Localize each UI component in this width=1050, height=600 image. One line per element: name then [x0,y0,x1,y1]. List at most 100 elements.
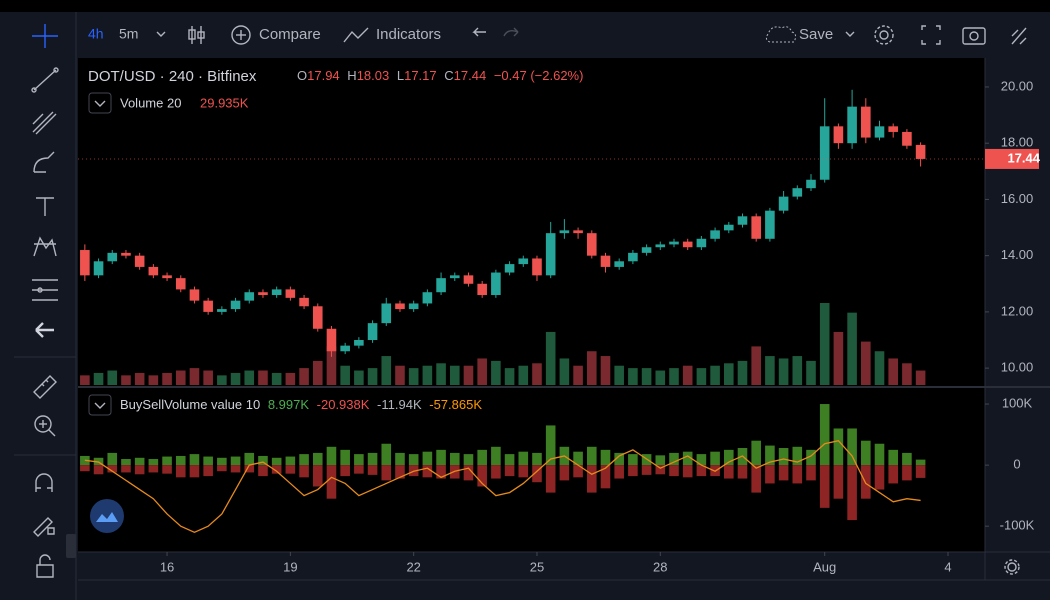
volume-bar [244,465,255,473]
volume-bar [148,465,159,473]
volume-bar [299,368,309,385]
volume-bar [723,465,734,479]
pattern-tool[interactable] [33,236,57,257]
volume-bar [723,449,734,466]
cloud-icon[interactable] [765,26,797,43]
candle-body [107,252,118,262]
volume-bar [271,457,282,466]
dropdown-icon[interactable] [845,31,855,37]
volume-bar [134,372,145,385]
volume-bar [518,365,529,385]
volume-bar [792,356,803,385]
volume-bar [326,346,337,385]
text-tool[interactable] [36,197,54,216]
prediction-tool[interactable] [32,279,58,301]
volume-bar [436,449,446,466]
trendline-tool[interactable] [31,67,59,93]
volume-bar [93,372,104,385]
collapse-icon[interactable] [94,402,106,409]
screenshot-icon[interactable] [962,27,986,45]
zoom-tool[interactable] [34,415,56,437]
volume-bar [463,365,474,385]
candle-body [244,292,255,301]
logo[interactable] [90,499,124,533]
volume-bar [285,456,296,466]
y-tick-label: 14.00 [1001,247,1034,262]
collapse-panel-button[interactable] [66,534,76,558]
back-tool[interactable] [35,322,54,338]
volume-bar [847,465,857,521]
collapse-button[interactable] [88,394,112,416]
y-tick-label: 18.00 [1001,135,1034,150]
candle-body [819,126,830,180]
compare-button[interactable]: Compare [259,26,321,43]
candle-body [559,230,570,234]
undo-icon[interactable] [472,27,486,37]
volume-bar [628,454,638,466]
volume-bar [861,440,871,466]
crosshair-tool[interactable] [32,24,58,48]
save-button[interactable]: Save [799,26,833,43]
volume-bar [312,360,323,385]
magnet-tool[interactable] [35,473,53,492]
interval-button[interactable]: 4h [88,26,104,42]
brush-tool[interactable] [33,151,55,173]
fullscreen-icon[interactable] [921,25,941,45]
redo-icon[interactable] [503,27,519,37]
collapse-button[interactable] [88,92,112,114]
volume-bar [189,368,200,385]
lock-tool[interactable] [36,554,54,578]
volume-bar [833,428,844,466]
settings-icon[interactable] [874,25,894,45]
ruler-tool[interactable] [33,375,57,399]
volume-bar [258,465,268,477]
candle-body [134,255,145,267]
candle-body [833,126,844,144]
volume-bar [203,456,213,466]
volume-bar [819,303,830,385]
candle-body [449,275,460,279]
volume-bar [463,454,474,466]
compare-icon[interactable] [231,25,251,45]
volume-bar [641,465,652,475]
y-tick-label: 10.00 [1001,360,1034,375]
left-toolbar [0,12,76,600]
draw-toggle-icon[interactable] [1011,27,1027,45]
chart-type-icon[interactable] [188,26,205,44]
volume-bar [532,465,542,483]
y-tick-label: 20.00 [1001,78,1034,93]
top-strip [0,0,1050,12]
settings-icon[interactable] [1004,559,1020,575]
volume-bar [354,465,364,474]
volume-bar [628,465,638,477]
fib-tool[interactable] [32,111,57,135]
volume-bar [271,372,282,385]
candle-body [299,297,309,307]
candle-body [737,216,748,225]
candle-body [874,126,885,138]
volume-bar [696,454,707,466]
candle-body [532,258,542,276]
lock-drawing-tool[interactable] [33,517,55,537]
candle-body [765,210,775,239]
volume-bar [737,360,748,385]
volume-bar [367,368,378,385]
candle-body [778,196,789,211]
volume-bar [395,465,405,479]
volume-bar [586,351,597,385]
volume-bar [504,454,515,466]
volume-bar [888,358,898,385]
volume-bar [682,451,693,466]
interval-button[interactable]: 5m [119,26,138,42]
candle-body [175,278,186,290]
volume-bar [354,370,364,385]
volume-bar [600,356,611,385]
candle-body [545,233,556,276]
indicators-icon[interactable] [343,27,369,43]
dropdown-icon[interactable] [156,31,166,37]
volume-bar [367,452,378,466]
candle-body [408,303,419,310]
indicators-button[interactable]: Indicators [376,26,441,43]
collapse-icon[interactable] [94,100,106,107]
